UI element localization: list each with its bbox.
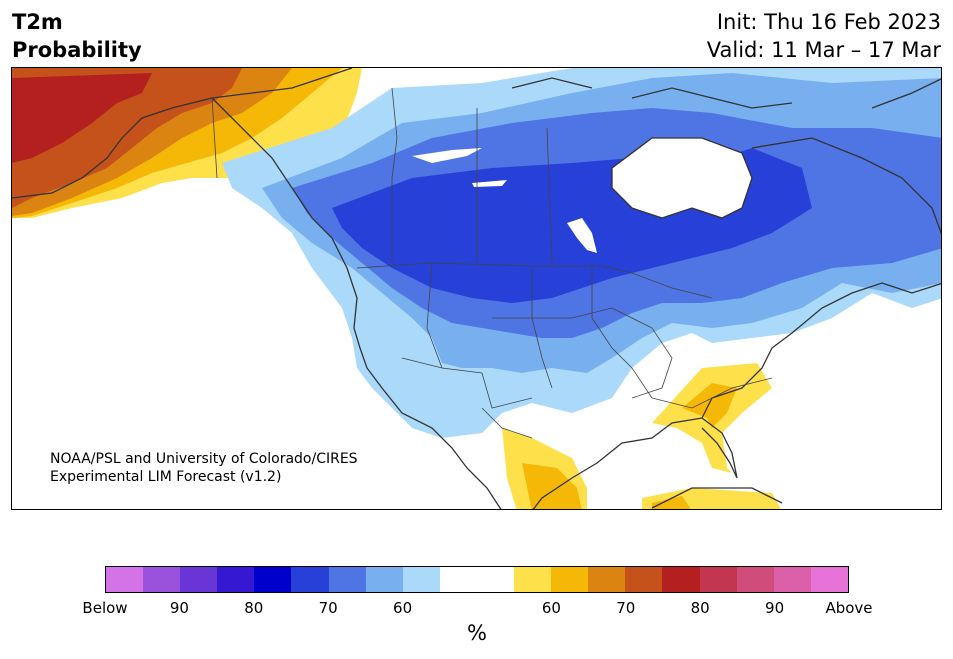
lake-winnipeg xyxy=(567,218,597,253)
colorbar-swatch-6 xyxy=(328,567,366,592)
colorbar-swatch-9 xyxy=(439,567,477,592)
colorbar-label-5: 60 xyxy=(541,599,561,617)
colorbar-label-9: Above xyxy=(825,599,873,617)
colorbar-label-6: 70 xyxy=(616,599,636,617)
colorbar-swatch-2 xyxy=(180,567,218,592)
map-svg xyxy=(12,68,941,509)
colorbar-swatch-3 xyxy=(217,567,255,592)
colorbar-swatch-8 xyxy=(402,567,440,592)
colorbar-units: % xyxy=(467,621,487,645)
above-70-region-cuba xyxy=(652,496,691,509)
colorbar-swatch-1 xyxy=(143,567,181,592)
colorbar-swatch-16 xyxy=(699,567,737,592)
colorbar-label-8: 90 xyxy=(765,599,785,617)
map-credit: NOAA/PSL and University of Colorado/CIRE… xyxy=(50,450,358,486)
lake-athabasca xyxy=(472,180,507,187)
colorbar-label-2: 80 xyxy=(244,599,264,617)
colorbar-label-0: Below xyxy=(82,599,128,617)
colorbar-swatch-17 xyxy=(736,567,774,592)
colorbar-label-3: 70 xyxy=(318,599,338,617)
credit-line-1: NOAA/PSL and University of Colorado/CIRE… xyxy=(50,451,358,467)
colorbar-label-4: 60 xyxy=(393,599,413,617)
borders xyxy=(211,87,773,439)
hudson-bay xyxy=(612,138,752,218)
colorbar-swatch-11 xyxy=(514,567,552,592)
colorbar-swatch-13 xyxy=(588,567,626,592)
init-date: Init: Thu 16 Feb 2023 xyxy=(716,10,941,34)
above-90-region-alaska xyxy=(12,73,152,163)
probability-map: NOAA/PSL and University of Colorado/CIRE… xyxy=(11,67,942,510)
colorbar-label-1: 90 xyxy=(169,599,189,617)
colorbar xyxy=(105,566,849,593)
colorbar-swatch-18 xyxy=(773,567,811,592)
colorbar-swatch-10 xyxy=(476,567,515,592)
colorbar-swatch-4 xyxy=(254,567,292,592)
forecast-dates: Init: Thu 16 Feb 2023 Valid: 11 Mar – 17… xyxy=(707,8,941,64)
colorbar-label-7: 80 xyxy=(690,599,710,617)
valid-date: Valid: 11 Mar – 17 Mar xyxy=(706,38,941,62)
chart-title: T2m Probability xyxy=(12,8,142,64)
colorbar-swatch-14 xyxy=(625,567,663,592)
colorbar-swatch-7 xyxy=(365,567,403,592)
colorbar-swatch-19 xyxy=(810,567,848,592)
title-line-2: Probability xyxy=(12,38,142,62)
coastlines xyxy=(12,68,941,509)
colorbar-swatch-15 xyxy=(662,567,700,592)
lake-great-slave xyxy=(412,148,482,163)
colorbar-swatch-5 xyxy=(291,567,329,592)
above-70-region-mexico xyxy=(522,463,582,509)
colorbar-swatch-0 xyxy=(106,567,144,592)
credit-line-2: Experimental LIM Forecast (v1.2) xyxy=(50,469,282,485)
title-line-1: T2m xyxy=(12,10,63,34)
colorbar-swatch-12 xyxy=(551,567,589,592)
